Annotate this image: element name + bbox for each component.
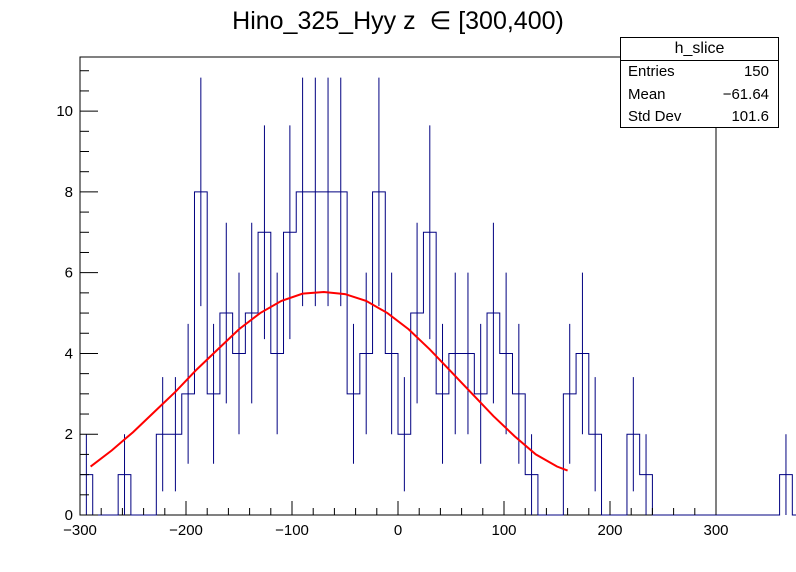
stats-box: h_slice Entries 150 Mean −61.64 Std Dev … [620,37,779,128]
stats-key-entries: Entries [628,63,675,80]
stats-key-stddev: Std Dev [628,108,682,125]
y-tick-label: 4 [65,345,73,362]
y-tick-label: 0 [65,507,73,524]
stats-row-mean: Mean −61.64 [621,84,778,107]
x-tick-label: −200 [169,522,203,539]
stats-value-stddev: 101.6 [731,108,769,125]
stats-row-entries: Entries 150 [621,61,778,84]
x-tick-label: 200 [597,522,622,539]
x-tick-label: −100 [275,522,309,539]
x-tick-label: 0 [394,522,402,539]
histogram-outline [80,191,796,516]
x-tick-label: −300 [63,522,97,539]
stats-row-stddev: Std Dev 101.6 [621,106,778,129]
stats-key-mean: Mean [628,85,666,103]
chart-title: Hino_325_Hyy z ∈ [300,400) [232,7,564,35]
x-tick-label: 300 [703,522,728,539]
y-tick-label: 2 [65,426,73,443]
x-tick-label: 100 [491,522,516,539]
y-tick-label: 6 [65,265,73,282]
y-tick-label: 10 [56,103,73,120]
stats-value-entries: 150 [743,63,769,80]
stats-value-mean: −61.64 [722,85,769,103]
stats-box-name: h_slice [621,38,778,61]
y-tick-label: 8 [65,184,73,201]
fit-curve [89,291,568,472]
